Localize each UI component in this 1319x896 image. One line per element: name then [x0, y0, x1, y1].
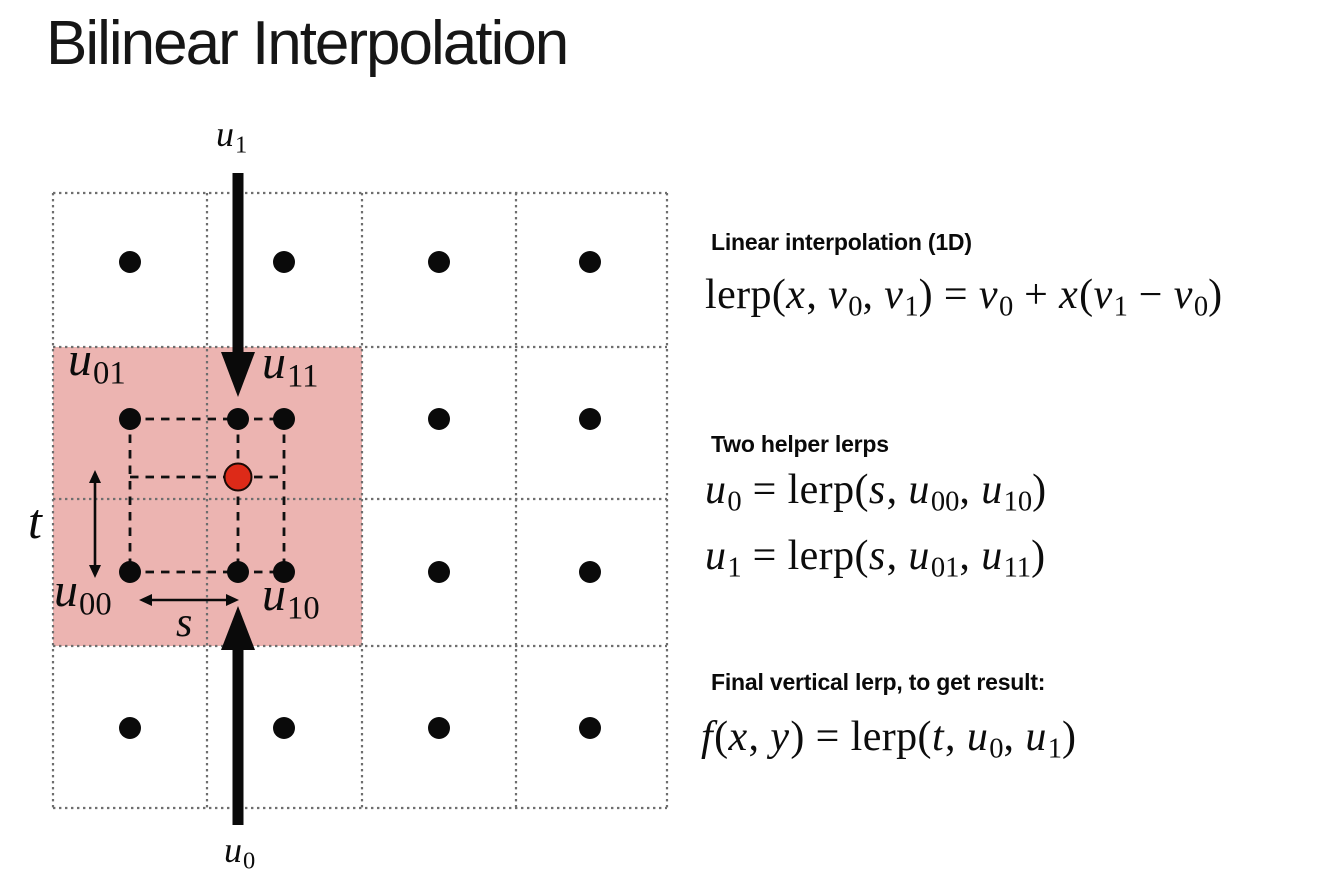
formula-lerp-1d: lerp(x, v0, v1) = v0 + x(v1 − v0): [705, 272, 1223, 323]
u1-arrow: [221, 173, 255, 397]
label-t: t: [28, 493, 42, 549]
label-u00: u00: [54, 564, 112, 623]
label-u01: u01: [68, 333, 126, 392]
formula-helper-u1: u1 = lerp(s, u01, u11): [705, 533, 1046, 584]
label-u10: u10: [262, 568, 320, 627]
interpolated-point: [223, 462, 253, 492]
grid-sample-dots: [119, 251, 601, 739]
t-extent-arrow: [89, 470, 101, 578]
label-u11: u11: [262, 336, 319, 395]
heading-linear-interpolation: Linear interpolation (1D): [711, 229, 972, 255]
label-u1: u1: [216, 114, 248, 159]
s-extent-arrow: [139, 594, 239, 606]
grid-dotted-lines: [51, 191, 669, 810]
heading-final-vertical-lerp: Final vertical lerp, to get result:: [711, 669, 1046, 695]
u0-arrow: [221, 606, 255, 825]
label-u0: u0: [224, 830, 256, 875]
formula-final-result: f(x, y) = lerp(t, u0, u1): [701, 714, 1077, 765]
formula-helper-u0: u0 = lerp(s, u00, u10): [705, 467, 1047, 518]
page-title: Bilinear Interpolation: [46, 9, 569, 78]
heading-two-helper-lerps: Two helper lerps: [711, 431, 889, 457]
helper-lerp-dots: [227, 408, 249, 583]
label-s: s: [176, 600, 193, 646]
